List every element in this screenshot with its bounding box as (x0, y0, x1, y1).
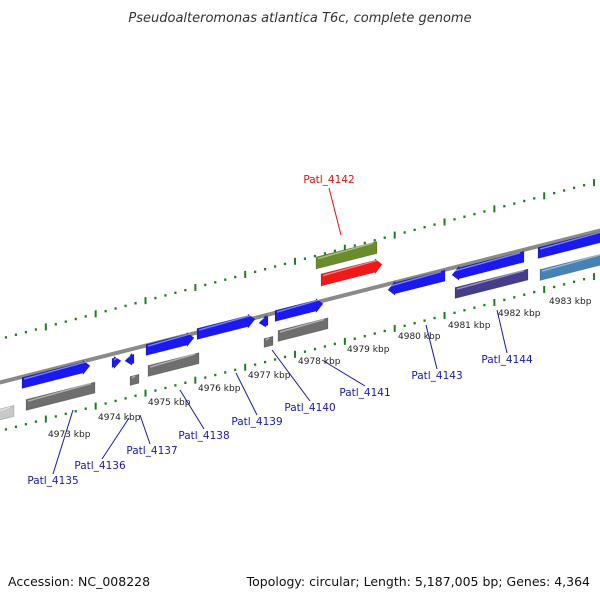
gene-label-leader (139, 414, 151, 445)
kbp-label: 4977 kbp (248, 371, 291, 381)
cds-patl-4142[interactable] (320, 258, 383, 287)
cds-patl-4140-shine (260, 317, 265, 321)
cds-rev-purple-shine (456, 269, 525, 290)
cds-rev-b-shine (131, 375, 136, 379)
cds-rev-c-shine (149, 353, 196, 368)
cds-rev-steelblue-shine (541, 254, 600, 272)
gene-label-leader (321, 359, 366, 387)
gene-label-patl-4139[interactable]: Patl_4139 (231, 416, 282, 428)
kbp-label: 4980 kbp (398, 332, 441, 342)
genome-stats-text: Topology: circular; Length: 5,187,005 bp… (246, 574, 590, 589)
kbp-label: 4979 kbp (347, 345, 390, 355)
cds-rev-left-light-shine (0, 406, 11, 412)
gene-label-patl-4144[interactable]: Patl_4144 (481, 354, 533, 366)
cds-patl-4145-shine (539, 231, 600, 250)
upper-ruler-track (4, 179, 596, 339)
cds-patl-4144-shine (453, 252, 521, 272)
gene-label-patl-4143[interactable]: Patl_4143 (411, 370, 462, 382)
gene-features (0, 231, 600, 421)
cds-patl-4138-shine (147, 333, 191, 347)
cds-patl-4140[interactable] (258, 314, 269, 328)
kbp-scale-labels: 4973 kbp 4974 kbp 4975 kbp 4976 kbp 4977 kbp… (48, 297, 592, 440)
accession-text: Accession: NC_008228 (8, 574, 150, 589)
gene-label-patl-4135[interactable]: Patl_4135 (27, 475, 78, 487)
cds-rev-c[interactable] (147, 352, 200, 377)
gene-label-leader (101, 417, 130, 460)
cds-patl-4144[interactable] (451, 250, 525, 281)
kbp-label: 4983 kbp (549, 297, 592, 307)
cds-patl-4135[interactable] (21, 359, 91, 389)
kbp-label: 4975 kbp (148, 398, 191, 408)
gene-label-leader (179, 389, 205, 430)
cds-patl-4141-shine (276, 299, 320, 313)
cds-patl-4138[interactable] (145, 332, 195, 356)
cds-rev-purple[interactable] (454, 268, 529, 299)
cds-patl-4139-shine (198, 314, 252, 331)
kbp-label: 4974 kbp (98, 413, 141, 423)
cds-patl-4135-shine (23, 361, 87, 380)
gene-label-patl-4138[interactable]: Patl_4138 (178, 430, 229, 442)
gene-label-leader (328, 187, 342, 236)
cds-rev-a[interactable] (25, 381, 96, 411)
gene-labels: Patl_4135Patl_4136Patl_4137Patl_4138Patl… (27, 174, 533, 487)
kbp-label: 4982 kbp (498, 309, 541, 319)
cds-rev-d[interactable] (263, 335, 274, 348)
cds-rev-steelblue[interactable] (539, 253, 600, 281)
cds-patl-4145[interactable] (537, 231, 600, 259)
cds-rev-e-shine (279, 318, 325, 333)
kbp-label: 4981 kbp (448, 321, 491, 331)
cds-patl-4137[interactable] (124, 352, 135, 366)
lower-ruler-track (4, 273, 596, 431)
cds-patl-4136[interactable] (111, 355, 122, 370)
gene-label-leader (425, 324, 438, 370)
cds-patl-4143[interactable] (387, 269, 446, 296)
gene-label-leader (271, 349, 311, 402)
map-title: Pseudoalteromonas atlantica T6c, complet… (128, 11, 471, 26)
gene-label-patl-4142[interactable]: Patl_4142 (303, 174, 354, 186)
cds-rev-d-shine (265, 337, 270, 341)
cds-rev-e[interactable] (277, 317, 329, 342)
kbp-label: 4978 kbp (298, 357, 341, 367)
gene-label-patl-4141[interactable]: Patl_4141 (339, 387, 390, 399)
gene-patl-4142-rna-shine (317, 242, 374, 260)
gene-label-leader (496, 309, 508, 354)
kbp-label: 4976 kbp (198, 384, 241, 394)
cds-rev-b[interactable] (129, 373, 140, 386)
label-leader-lines (52, 187, 508, 475)
gene-label-leader (235, 372, 258, 416)
kbp-label: 4973 kbp (48, 430, 91, 440)
cds-patl-4139[interactable] (196, 313, 256, 340)
cds-patl-4136-shine (113, 357, 118, 361)
gene-label-patl-4137[interactable]: Patl_4137 (126, 445, 177, 457)
gene-label-leader (52, 409, 74, 475)
cds-rev-a-shine (27, 382, 92, 402)
cds-patl-4143-shine (389, 270, 442, 287)
gene-patl-4142-rna[interactable] (315, 241, 378, 270)
cds-patl-4137-shine (126, 355, 131, 359)
gene-label-patl-4140[interactable]: Patl_4140 (284, 402, 335, 414)
gene-label-patl-4136[interactable]: Patl_4136 (74, 460, 126, 472)
cds-patl-4141[interactable] (274, 298, 324, 322)
cds-rev-left-light[interactable] (0, 405, 15, 421)
cds-patl-4142-shine (322, 259, 379, 277)
